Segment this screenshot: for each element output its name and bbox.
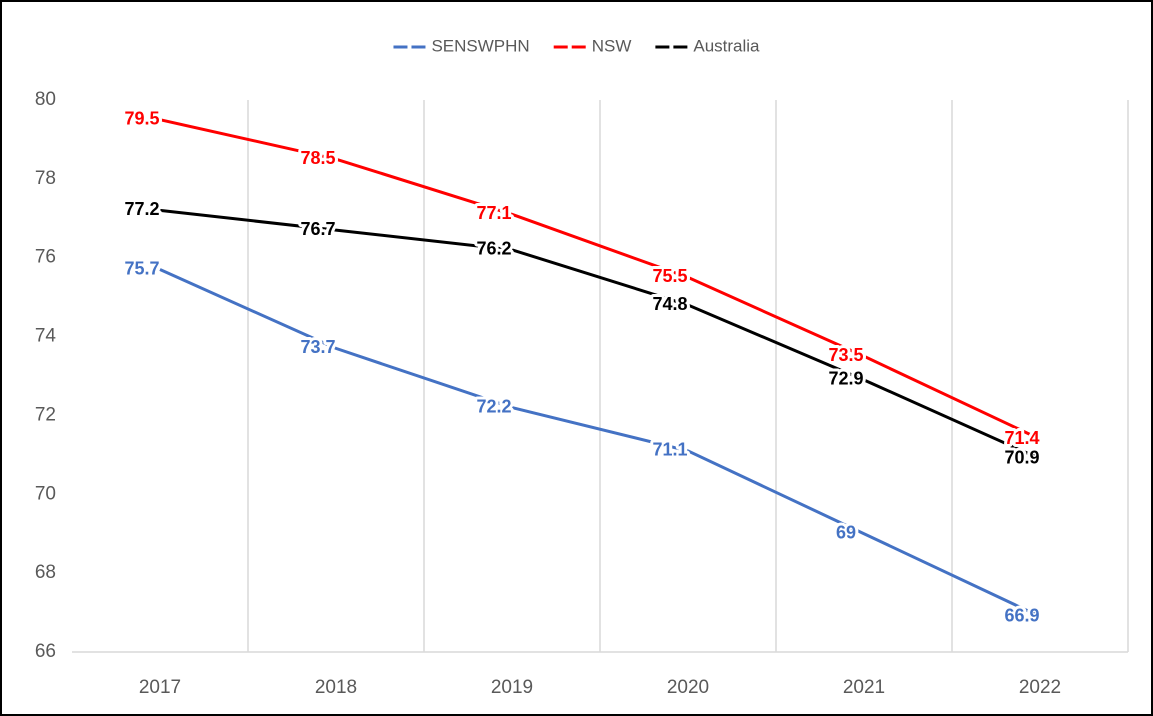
- data-label: 72.9: [828, 369, 863, 389]
- data-label: 75.7: [124, 258, 159, 278]
- data-label: 71.4: [1004, 428, 1039, 448]
- x-tick-label: 2017: [139, 677, 181, 698]
- series-line: [159, 208, 1041, 461]
- data-label: 69: [836, 522, 856, 542]
- y-tick-label: 66: [35, 641, 56, 662]
- legend-label: SENSWPHN: [431, 36, 529, 55]
- y-tick-label: 78: [35, 168, 56, 189]
- data-label: 73.5: [828, 345, 863, 365]
- data-label: 70.9: [1004, 448, 1039, 468]
- x-tick-label: 2020: [667, 677, 709, 698]
- data-label: 76.2: [476, 239, 511, 259]
- data-label: 75.5: [652, 266, 687, 286]
- legend-label: Australia: [693, 36, 760, 55]
- data-label: 74.8: [652, 294, 687, 314]
- x-tick-label: 2018: [315, 677, 357, 698]
- y-tick-label: 74: [35, 326, 57, 347]
- y-tick-label: 68: [35, 562, 56, 583]
- data-label: 79.5: [124, 108, 159, 128]
- data-label: 66.9: [1004, 605, 1039, 625]
- series-line: [159, 268, 1041, 618]
- x-tick-label: 2021: [843, 677, 885, 698]
- data-label: 77.2: [124, 199, 159, 219]
- y-tick-label: 70: [35, 483, 56, 504]
- data-label: 71.1: [652, 440, 687, 460]
- series-line: [159, 118, 1041, 441]
- y-tick-label: 80: [35, 89, 56, 110]
- data-label: 72.2: [476, 396, 511, 416]
- data-label: 73.7: [300, 337, 335, 357]
- data-label: 78.5: [300, 148, 335, 168]
- y-tick-label: 72: [35, 404, 56, 425]
- legend-label: NSW: [592, 36, 632, 55]
- x-tick-label: 2019: [491, 677, 533, 698]
- x-tick-label: 2022: [1019, 677, 1061, 698]
- data-label: 76.7: [300, 219, 335, 239]
- y-tick-label: 76: [35, 247, 56, 268]
- data-label: 77.1: [476, 203, 511, 223]
